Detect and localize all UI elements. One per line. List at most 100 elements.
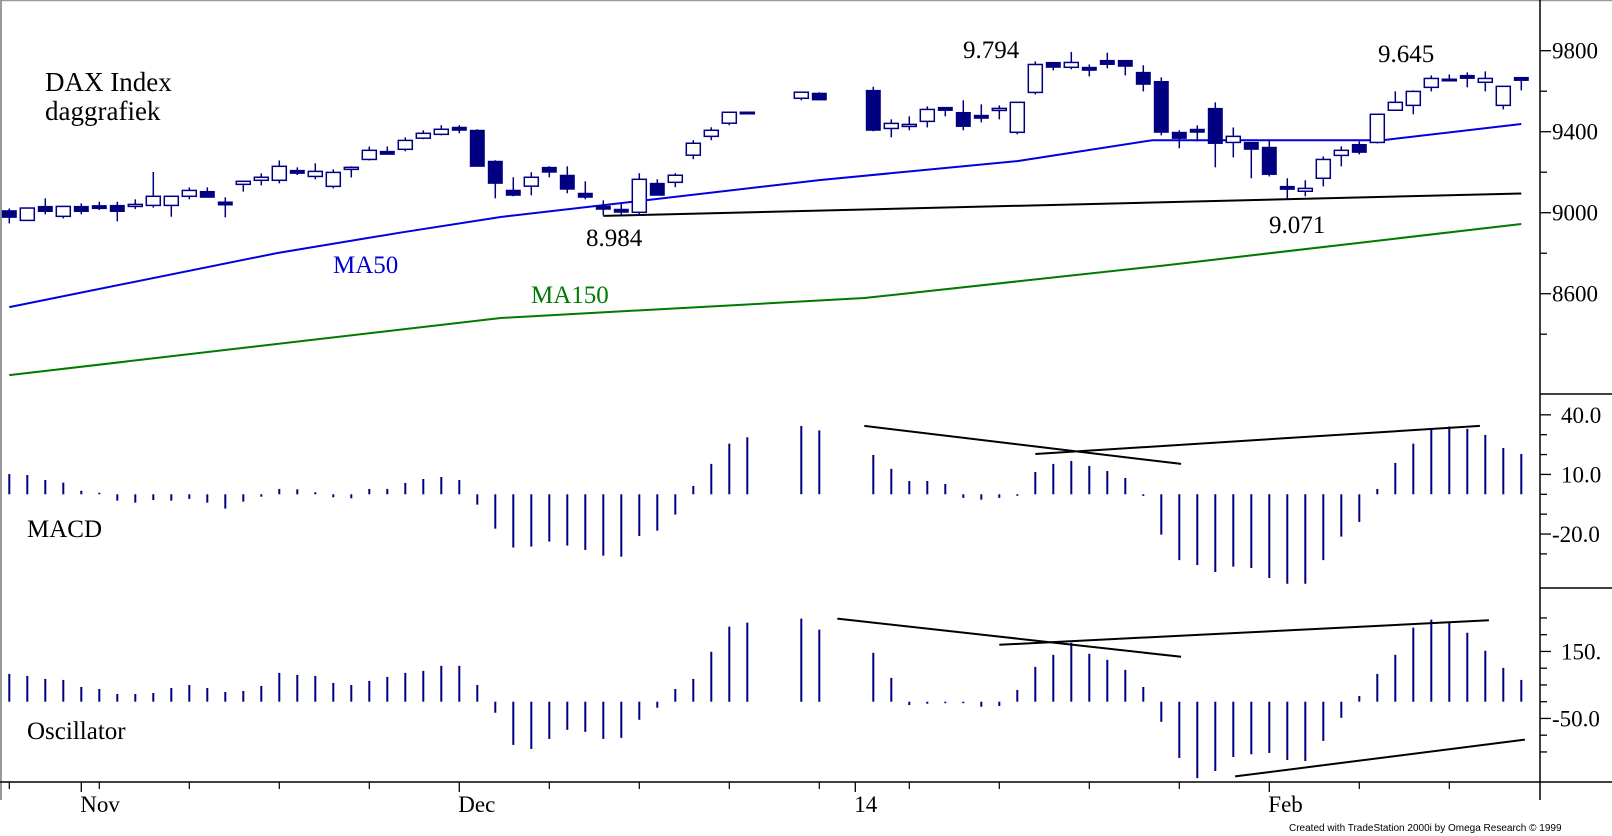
macd-histogram [8, 424, 1523, 584]
candle [883, 119, 900, 138]
candle [901, 116, 918, 131]
date-axis: Nov Dec 14 Feb [8, 782, 1450, 817]
candle-body-down [451, 126, 467, 131]
candle-body-down [1117, 59, 1133, 67]
candle [577, 181, 593, 200]
candle-body-up [307, 170, 324, 178]
y-tick-label: 9400 [1552, 120, 1598, 145]
candle [271, 160, 288, 184]
candle-body-up [1495, 85, 1512, 107]
candle [703, 127, 720, 141]
macd-trendline [864, 424, 1182, 465]
candlestick-series [1, 51, 1529, 224]
y-tick-label: 9800 [1552, 39, 1598, 64]
candle [1459, 72, 1475, 88]
candle [109, 201, 125, 222]
candle [1315, 156, 1332, 187]
candle-body-up [55, 205, 72, 218]
ma150-label: MA150 [531, 282, 609, 309]
candle-body-up [1405, 90, 1422, 107]
candle [127, 199, 144, 210]
candle-body-up [163, 195, 180, 207]
candle [685, 140, 702, 160]
macd-trendline [1035, 424, 1480, 455]
candle-body-down [1243, 141, 1259, 150]
candle [721, 111, 738, 126]
support-trendline [603, 192, 1522, 217]
candle [1423, 75, 1440, 92]
candle [595, 200, 611, 216]
candle-body-up [1027, 63, 1044, 94]
candle-body-up [991, 107, 1008, 112]
x-tick-label: Nov [80, 792, 120, 817]
oscillator-trendline [1234, 738, 1526, 778]
x-tick-label: 14 [854, 792, 878, 817]
candle-body-up [1387, 101, 1404, 111]
candle-body-up [919, 108, 936, 123]
candle-body-up [1477, 77, 1494, 84]
candle-body-down [1153, 80, 1169, 133]
ma50-label: MA50 [333, 252, 398, 279]
candle [37, 198, 53, 215]
candle-body-up [1225, 135, 1242, 144]
candle [1387, 91, 1404, 111]
candle-body-down [865, 89, 881, 131]
candle [1441, 74, 1458, 82]
candle-body-down [289, 169, 305, 174]
candle-body-down [973, 114, 989, 119]
annotation-low-1: 8.984 [586, 225, 643, 252]
candle [145, 171, 162, 208]
candle-body-up [1423, 77, 1440, 89]
candle-body-up [397, 139, 414, 151]
candle [919, 106, 936, 128]
candle [613, 203, 629, 216]
candle-body-down [1081, 66, 1097, 71]
candle [253, 173, 270, 186]
candle [289, 167, 305, 176]
candle [1, 208, 17, 224]
candle [505, 177, 521, 197]
candle-body-down [1459, 74, 1475, 79]
candle-body-up [667, 174, 684, 184]
candle-body-up [343, 166, 360, 171]
candle [343, 166, 360, 178]
candle-body-up [901, 123, 918, 128]
candle [1261, 139, 1277, 177]
candle-body-up [703, 129, 720, 138]
candle [559, 166, 575, 194]
candle [1045, 61, 1061, 71]
candle [1477, 71, 1494, 92]
candle-body-up [523, 176, 540, 187]
candle-body-down [91, 205, 107, 210]
y-tick-label: -20.0 [1552, 522, 1600, 547]
candle [217, 197, 233, 218]
candle-body-down [1279, 185, 1295, 190]
candle [181, 187, 198, 200]
candle [1207, 102, 1223, 168]
candle-body-down [1207, 107, 1223, 144]
candle-body-down [1099, 59, 1115, 65]
candle-body-up [325, 171, 342, 188]
candle [793, 91, 810, 101]
candle [433, 125, 450, 136]
candle-body-down [937, 106, 953, 111]
candle [199, 187, 215, 198]
candle-body-down [379, 150, 395, 155]
candle [739, 111, 756, 115]
candle [955, 100, 971, 131]
candle [973, 104, 989, 123]
candle [163, 195, 180, 217]
candle-body-down [1171, 131, 1187, 139]
y-tick-label: -50.0 [1552, 706, 1600, 731]
candle-body-down [1351, 143, 1367, 153]
candle-body-down [1135, 71, 1151, 85]
y-tick-label: 40.0 [1561, 403, 1601, 428]
candle [73, 203, 89, 215]
candle [1279, 178, 1295, 199]
candle [1153, 77, 1169, 136]
candle-body-down [1045, 61, 1061, 68]
candle [631, 173, 648, 216]
candle-body-up [739, 111, 756, 115]
candle [1225, 127, 1242, 158]
